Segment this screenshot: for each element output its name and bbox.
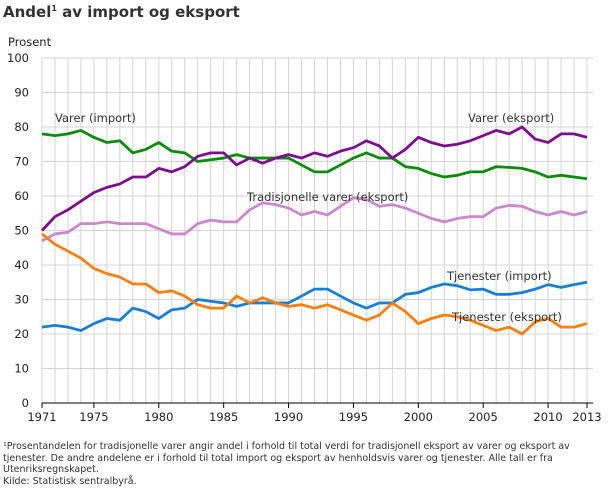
series-line: [40, 125, 588, 232]
x-tick-label: 1995: [339, 410, 368, 424]
series-label: Varer (eksport): [468, 111, 554, 125]
y-tick-label: 60: [14, 189, 29, 203]
series-line: [41, 196, 588, 243]
y-tick-label: 90: [14, 86, 29, 100]
x-tick-label: 1971: [27, 410, 56, 424]
x-tick-label: 2005: [469, 410, 498, 424]
footnote: ¹Prosentandelen for tradisjonelle varer …: [3, 441, 608, 487]
x-tick-label: 2010: [533, 410, 562, 424]
footnote-text: ¹Prosentandelen for tradisjonelle varer …: [3, 441, 570, 475]
x-tick-label: 1990: [274, 410, 303, 424]
source-text: Kilde: Statistisk sentralbyrå.: [3, 475, 137, 487]
y-tick-label: 80: [14, 120, 29, 134]
y-tick-label: 20: [14, 327, 29, 341]
y-tick-label: 100: [7, 51, 29, 65]
series-line: [41, 129, 588, 181]
series-label: Varer (import): [55, 111, 136, 125]
y-tick-label: 40: [14, 258, 29, 272]
y-axis-label: Prosent: [8, 35, 52, 49]
y-tick-label: 50: [14, 224, 29, 238]
y-tick-label: 10: [14, 362, 29, 376]
x-tick-label: 1980: [144, 410, 173, 424]
line-chart: 0 10 20 30 40 50 60 70 80 90 100 1971 1975 1980 1985 19…: [7, 51, 602, 424]
y-tick-label: 70: [14, 155, 29, 169]
chart-title: Andel1 av import og eksport: [3, 3, 240, 21]
x-tick-label: 1985: [209, 410, 238, 424]
x-tick-label: 2013: [572, 410, 601, 424]
y-tick-label: 0: [22, 396, 29, 410]
series-line: [41, 280, 588, 332]
series-label: Tjenester (import): [446, 269, 552, 283]
x-tick-label: 2000: [404, 410, 433, 424]
series-label: Tradisjonelle varer (eksport): [246, 190, 408, 204]
x-tick-label: 1975: [79, 410, 108, 424]
y-tick-label: 30: [14, 293, 29, 307]
series-label: Tjenester (eksport): [451, 310, 562, 324]
series-line: [41, 232, 588, 336]
